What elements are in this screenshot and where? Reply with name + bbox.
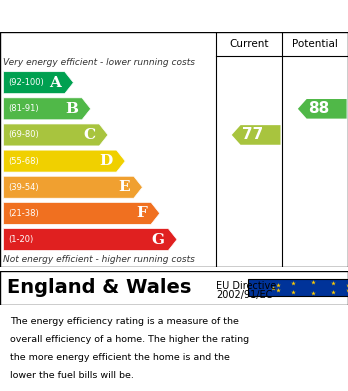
Text: E: E [119, 180, 130, 194]
Polygon shape [3, 72, 73, 94]
Text: G: G [152, 233, 165, 246]
Text: The energy efficiency rating is a measure of the: The energy efficiency rating is a measur… [10, 317, 239, 326]
Text: 88: 88 [308, 101, 329, 116]
Polygon shape [3, 124, 108, 146]
Polygon shape [3, 150, 125, 172]
Text: 77: 77 [242, 127, 263, 142]
Text: F: F [137, 206, 148, 221]
Text: Current: Current [229, 39, 269, 49]
Text: Very energy efficient - lower running costs: Very energy efficient - lower running co… [3, 58, 196, 67]
Text: EU Directive: EU Directive [216, 281, 276, 291]
Polygon shape [3, 98, 91, 120]
Text: Not energy efficient - higher running costs: Not energy efficient - higher running co… [3, 255, 195, 264]
Text: (92-100): (92-100) [9, 78, 45, 87]
Text: (1-20): (1-20) [9, 235, 34, 244]
Text: 2002/91/EC: 2002/91/EC [216, 290, 272, 300]
Text: (69-80): (69-80) [9, 131, 39, 140]
Text: B: B [65, 102, 79, 116]
Bar [248, 279, 348, 296]
Text: England & Wales: England & Wales [7, 278, 191, 297]
Polygon shape [298, 99, 347, 118]
Text: A: A [49, 76, 61, 90]
Text: Potential: Potential [292, 39, 338, 49]
Text: (21-38): (21-38) [9, 209, 39, 218]
Text: the more energy efficient the home is and the: the more energy efficient the home is an… [10, 353, 230, 362]
Text: (39-54): (39-54) [9, 183, 39, 192]
Polygon shape [232, 125, 280, 145]
Text: Energy Efficiency Rating: Energy Efficiency Rating [10, 5, 258, 23]
Text: overall efficiency of a home. The higher the rating: overall efficiency of a home. The higher… [10, 335, 250, 344]
Text: D: D [100, 154, 113, 168]
Polygon shape [3, 203, 160, 224]
Text: (81-91): (81-91) [9, 104, 39, 113]
Polygon shape [3, 176, 142, 198]
Text: C: C [84, 128, 96, 142]
Text: (55-68): (55-68) [9, 156, 39, 166]
Text: lower the fuel bills will be.: lower the fuel bills will be. [10, 371, 134, 380]
Polygon shape [3, 228, 177, 251]
